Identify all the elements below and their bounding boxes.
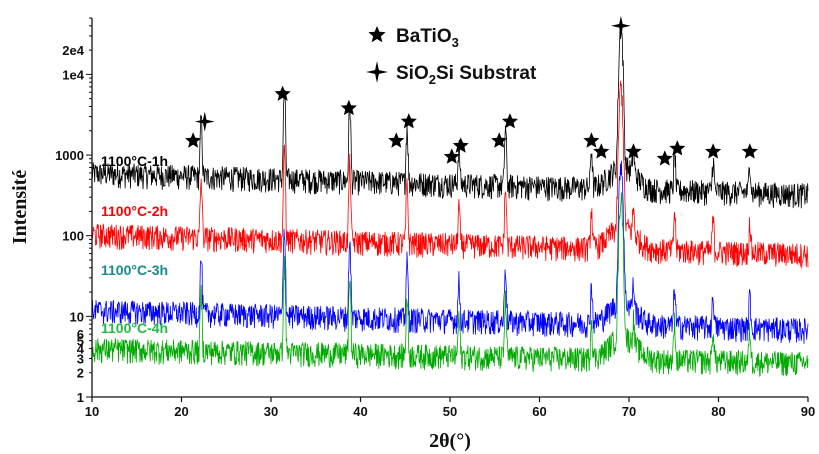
series-layer — [91, 25, 809, 377]
five-point-star-marker — [274, 85, 291, 101]
five-point-star-marker — [741, 143, 758, 159]
five-point-star-marker — [340, 99, 357, 116]
series-label-1: 1100°C-1h — [101, 153, 168, 169]
y-tick-label: 3 — [77, 352, 84, 367]
series-line-2 — [91, 80, 809, 269]
y-tick-label: 1 — [77, 390, 84, 405]
y-axis-title: Intensité — [9, 170, 31, 245]
x-tick-label: 30 — [264, 404, 278, 419]
series-labels: 1100°C-1h 1100°C-2h 1100°C-3h 1100°C-4h — [101, 153, 168, 336]
five-point-star-marker — [656, 150, 673, 166]
series-label-4: 1100°C-4h — [101, 320, 168, 336]
y-tick-label: 2 — [77, 366, 84, 381]
five-point-star-marker — [400, 113, 417, 129]
y-tick-label: 6 — [77, 327, 84, 342]
legend-entry-batio3: BaTiO3 — [368, 26, 459, 50]
x-ticks: 10 20 30 40 50 60 70 80 90 — [85, 397, 815, 419]
series-line-1 — [91, 25, 809, 209]
five-point-star-marker — [669, 140, 686, 156]
five-point-star-marker — [705, 143, 722, 159]
legend-entry-sio2si: SiO2Si Substrat — [366, 61, 537, 87]
five-point-star-marker — [583, 132, 600, 148]
five-point-star-marker — [443, 148, 460, 164]
x-tick-label: 50 — [443, 404, 457, 419]
series-line-4 — [91, 191, 809, 377]
x-tick-label: 10 — [85, 404, 99, 419]
y-tick-label: 1000 — [55, 148, 84, 163]
y-tick-label: 4 — [77, 341, 85, 356]
five-point-star-marker — [388, 132, 405, 148]
x-axis-title: 2θ(°) — [429, 430, 471, 452]
four-point-star-marker — [194, 111, 215, 132]
x-tick-label: 70 — [622, 404, 636, 419]
five-point-star-marker — [593, 143, 610, 159]
four-point-star-icon — [366, 61, 388, 83]
legend-label-batio3: BaTiO3 — [396, 26, 459, 50]
y-tick-label: 10 — [70, 309, 84, 324]
x-tick-label: 90 — [801, 404, 815, 419]
five-point-star-icon — [368, 26, 386, 43]
legend-label-sio2si: SiO2Si Substrat — [396, 63, 537, 87]
five-point-star-marker — [185, 132, 202, 148]
y-tick-label: 2e4 — [62, 43, 84, 58]
legend: BaTiO3 SiO2Si Substrat — [366, 26, 537, 87]
peak-markers — [185, 15, 758, 166]
series-label-2: 1100°C-2h — [101, 203, 168, 219]
four-point-star-marker — [610, 15, 631, 36]
five-point-star-marker — [625, 143, 642, 159]
series-label-3: 1100°C-3h — [101, 262, 168, 278]
y-tick-label: 100 — [62, 229, 84, 244]
five-point-star-marker — [501, 113, 518, 129]
series-line-3 — [91, 160, 809, 344]
y-tick-label: 5 — [77, 334, 84, 349]
x-tick-label: 80 — [711, 404, 725, 419]
five-point-star-marker — [491, 132, 508, 148]
x-tick-label: 20 — [174, 404, 188, 419]
x-tick-label: 40 — [353, 404, 367, 419]
x-tick-label: 60 — [532, 404, 546, 419]
y-tick-label: 1e4 — [62, 67, 84, 82]
five-point-star-marker — [452, 137, 469, 153]
